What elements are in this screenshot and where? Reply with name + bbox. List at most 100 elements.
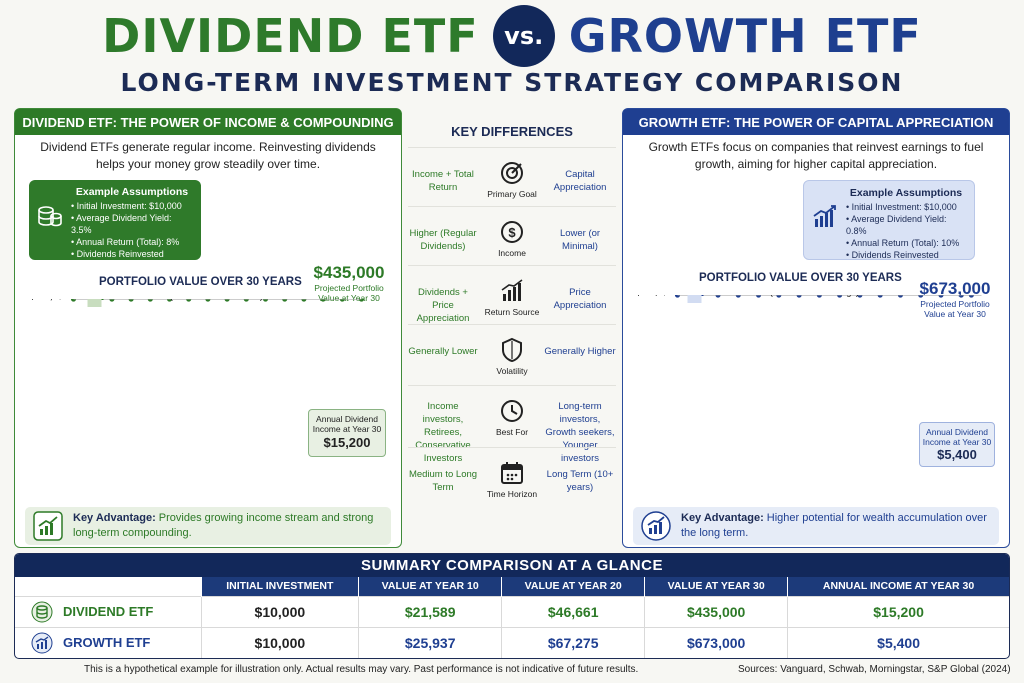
key-diff-growth: Long-term investors, Growth seekers, You… [545, 400, 615, 464]
growth-description: Growth ETFs focus on companies that rein… [648, 140, 984, 171]
dividend-chart-title: PORTFOLIO VALUE OVER 30 YEARS [99, 276, 302, 288]
key-diff-category: Best For [476, 398, 548, 437]
vs-badge: vs. [492, 5, 555, 67]
data-point [358, 299, 365, 302]
summary-corner [15, 577, 201, 596]
key-differences: KEY DIFFERENCES Income + Total Return Pri… [408, 112, 616, 548]
projected-caption: Value at Year 30 [318, 293, 380, 303]
data-point [109, 299, 115, 302]
legend-label: Annual Dividend Income [110, 299, 208, 301]
summary-header-row: INITIAL INVESTMENT VALUE AT YEAR 10 VALU… [15, 577, 1009, 596]
data-point [224, 299, 230, 302]
growth-chart: $0$100,000$200,000$300,000$400,000$500,0… [636, 295, 987, 303]
key-diff-dividend: Medium to Long Term [408, 469, 478, 493]
summary-col-header: INITIAL INVESTMENT [200, 577, 359, 596]
y-tick-label: $300,000 [30, 299, 68, 301]
growth-projected-value: $673,000 [919, 279, 991, 298]
summary-col-header: VALUE AT YEAR 30 [644, 577, 788, 596]
clock-icon [501, 400, 523, 422]
key-diff-dividend: Dividends + Price Appreciation [416, 287, 470, 324]
legend-bar-swatch [687, 295, 702, 303]
legend-label: Portfolio Value (Reinvested Dividends) [110, 299, 263, 301]
y-tick-label: $700,000 [636, 295, 672, 297]
dividend-assumptions-title: Example Assumptions [75, 186, 189, 198]
data-point [968, 295, 974, 298]
key-diff-category-label: Primary Goal [487, 189, 537, 199]
assumption-line: • Annual Return (Total): 10% [846, 238, 960, 248]
projected-caption: Projected Portfolio [314, 283, 384, 293]
bar-chart-icon [501, 279, 523, 301]
callout-label: Income at Year 30 [922, 437, 992, 447]
key-differences-title: KEY DIFFERENCES [451, 124, 573, 139]
summary-col-header: VALUE AT YEAR 10 [358, 577, 502, 596]
data-point [816, 295, 822, 298]
data-point [147, 299, 153, 302]
key-diff-category: Volatility [476, 337, 548, 376]
dividend-key-advantage: Key Advantage: Provides growing income s… [25, 507, 391, 545]
data-point [897, 295, 904, 298]
data-point [857, 295, 863, 298]
key-diff-dividend: Income investors, Retirees, Conservative… [415, 400, 471, 464]
key-diff-category-label: Return Source [484, 307, 540, 317]
callout-value: $5,400 [937, 447, 977, 462]
row-label-text: GROWTH ETF [63, 635, 151, 651]
growth-panel: GROWTH ETF: THE POWER OF CAPITAL APPRECI… [622, 108, 1010, 548]
growth-chart-title: PORTFOLIO VALUE OVER 30 YEARS [699, 272, 902, 284]
title-dividend: DIVIDEND ETF [102, 9, 479, 63]
y-tick-label: $200,000 [636, 295, 672, 297]
data-point [735, 295, 741, 298]
assumption-line: • Initial Investment: $10,000 [71, 201, 182, 211]
growth-chart-icon [813, 205, 836, 227]
key-diff-category: $ Income [476, 219, 548, 258]
summary-cell: $10,000 [200, 626, 359, 658]
summary-col-header: VALUE AT YEAR 20 [501, 577, 645, 596]
key-diff-category-label: Best For [495, 427, 529, 437]
callout-label: Annual Dividend [316, 414, 378, 424]
growth-key-advantage: Key Advantage: Higher potential for weal… [633, 507, 999, 545]
key-adv-label: Key Advantage: [681, 512, 764, 524]
data-point [186, 299, 192, 302]
legend-bar-swatch [87, 299, 102, 307]
data-point [877, 295, 883, 298]
disclaimer: This is a hypothetical example for illus… [84, 664, 639, 675]
key-diff-category: Time Horizon [476, 460, 548, 499]
growth-header: GROWTH ETF: THE POWER OF CAPITAL APPRECI… [623, 109, 1009, 135]
key-diff-dividend: Higher (Regular Dividends) [409, 228, 477, 252]
data-point [755, 295, 762, 298]
data-point [282, 299, 288, 302]
key-adv-text: Higher potential for wealth accumulation… [681, 512, 987, 539]
summary-table: SUMMARY COMPARISON AT A GLANCE INITIAL I… [14, 553, 1010, 659]
dividend-chart: $0$100,000$200,000$300,000$400,000$500,0… [30, 299, 367, 307]
y-tick-label: $300,000 [636, 295, 672, 297]
dividend-panel: DIVIDEND ETF: THE POWER OF INCOME & COMP… [14, 108, 402, 548]
data-point [796, 295, 802, 298]
key-diff-row: Medium to Long Term Time Horizon Long Term… [408, 447, 616, 505]
assumption-line: • Dividends Reinvested [846, 250, 939, 260]
data-point [166, 299, 173, 302]
y-tick-label: $100,000 [30, 299, 68, 301]
sources: Sources: Vanguard, Schwab, Morningstar, … [738, 664, 1011, 675]
data-point [128, 299, 134, 302]
key-diff-growth: Long Term (10+ years) [546, 469, 614, 493]
data-point [776, 295, 782, 298]
y-tick-label: $0 [662, 295, 672, 297]
y-tick-label: $200,000 [30, 299, 68, 301]
coins-icon [31, 601, 53, 622]
data-point [715, 295, 721, 298]
key-diff-row: Income investors, Retirees, Conservative… [408, 385, 616, 464]
row-label-growth: GROWTH ETF [15, 626, 201, 658]
data-point [70, 299, 77, 302]
shield-icon [502, 337, 522, 363]
callout-label: Income at Year 30 [312, 424, 382, 434]
summary-cell: $10,000 [200, 595, 359, 627]
y-tick-label: $400,000 [636, 295, 672, 297]
y-tick-label: $100,000 [636, 295, 672, 297]
legend-label: Annual Dividend Income [710, 295, 808, 297]
data-point [205, 299, 211, 302]
key-diff-row: Dividends + Price Appreciation Return Sou… [408, 265, 616, 324]
assumption-line: • Average Dividend Yield: 3.5% [71, 213, 172, 235]
x-tick-label: 5 [119, 299, 124, 301]
key-diff-row: Income + Total Return Primary Goal Capital… [408, 147, 616, 205]
x-axis-label: Years [817, 295, 842, 298]
key-diff-row: Generally Lower Volatility Generally Highe… [408, 324, 616, 382]
